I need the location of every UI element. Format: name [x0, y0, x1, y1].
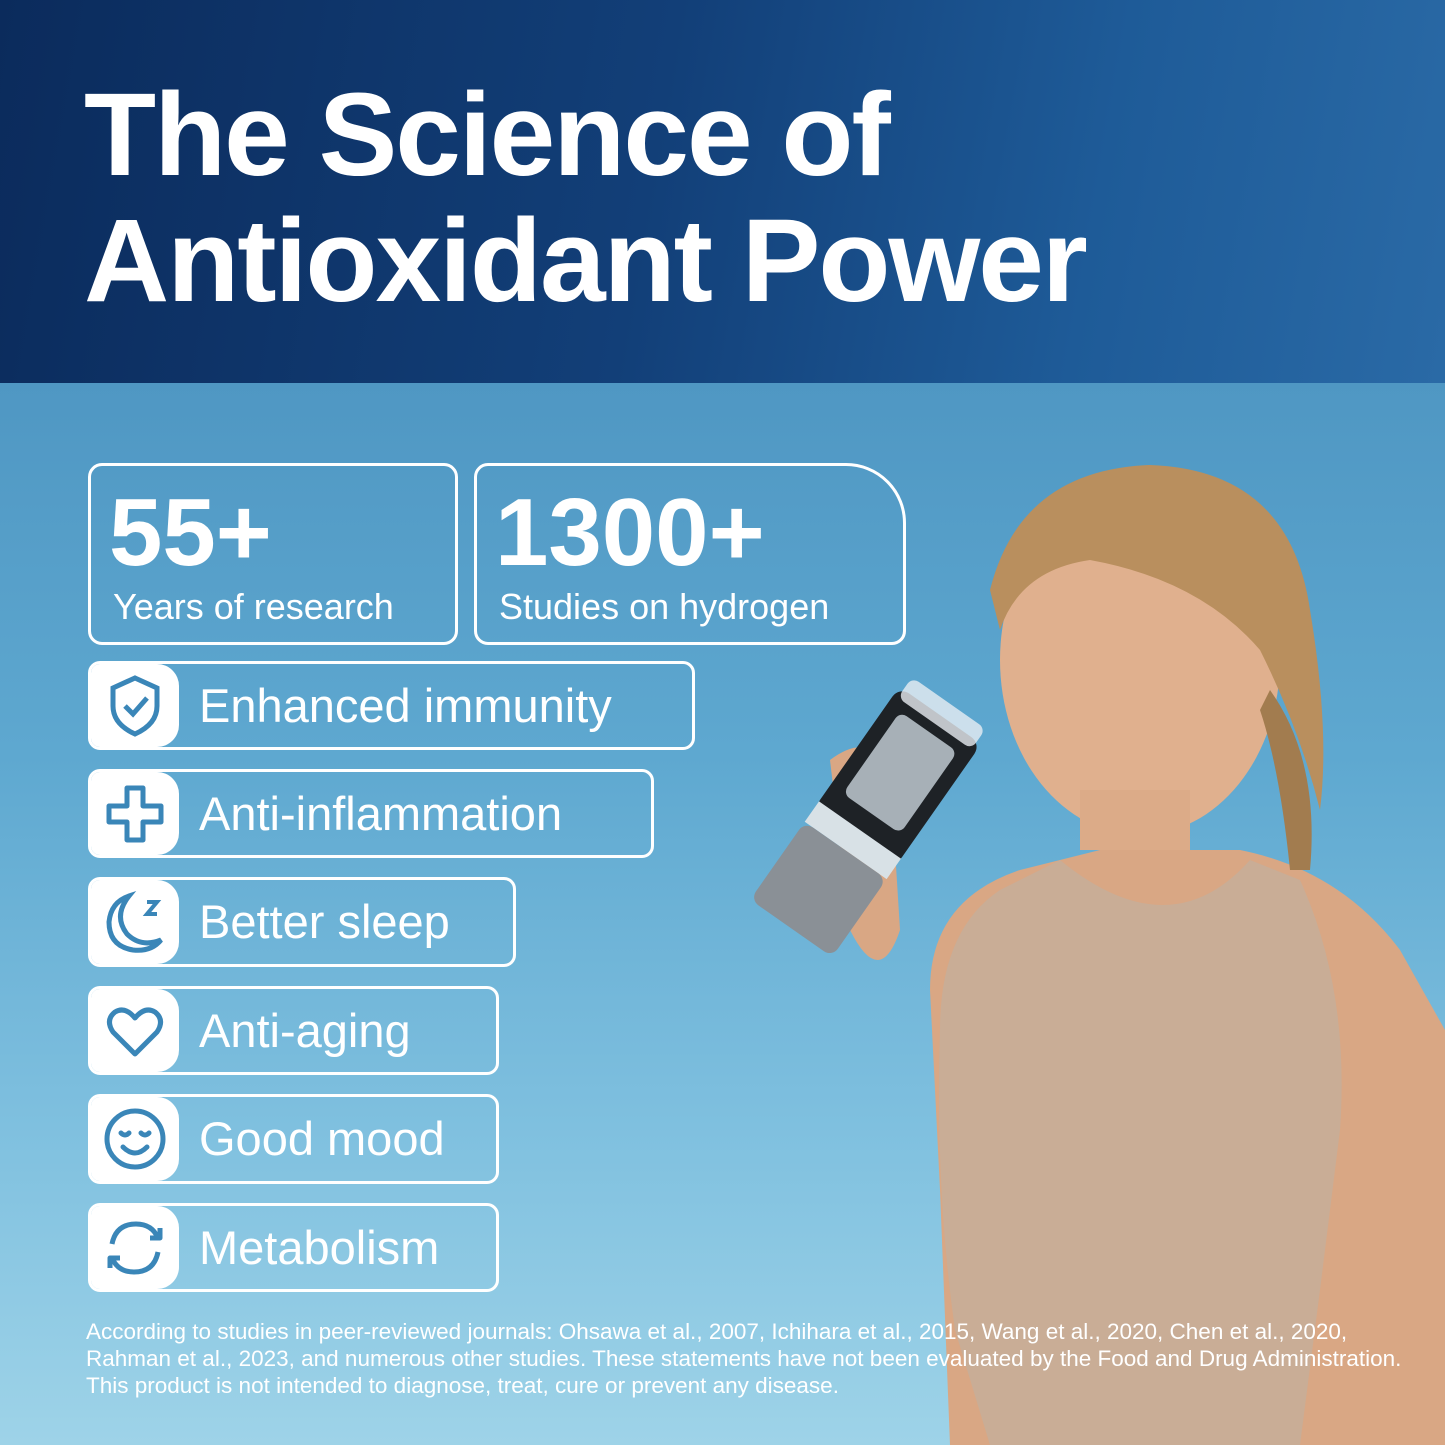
- stat-value: 1300+: [495, 479, 765, 586]
- feature-good-mood: Good mood: [88, 1094, 499, 1184]
- stat-label: Studies on hydrogen: [499, 586, 830, 627]
- title-line-1: The Science of: [84, 69, 891, 201]
- refresh-cycle-icon: [107, 1220, 163, 1275]
- stat-value: 55+: [109, 479, 272, 586]
- feature-better-sleep: Better sleep: [88, 877, 516, 967]
- moon-sleep-icon: [106, 890, 163, 953]
- heart-icon: [107, 1007, 163, 1056]
- stat-label: Years of research: [113, 586, 394, 627]
- feature-label: Enhanced immunity: [199, 679, 612, 732]
- feature-label: Anti-inflammation: [199, 787, 563, 840]
- header-banner: The Science of Antioxidant Power: [0, 0, 1445, 383]
- feature-label: Better sleep: [199, 895, 450, 948]
- woman-drinking-bottle-photo: [754, 465, 1445, 1445]
- disclaimer-text: According to studies in peer-reviewed jo…: [86, 1319, 1402, 1398]
- feature-enhanced-immunity: Enhanced immunity: [88, 661, 695, 750]
- smile-face-icon: [104, 1108, 166, 1170]
- feature-label: Anti-aging: [199, 1004, 411, 1057]
- medical-cross-icon: [106, 785, 164, 842]
- feature-label: Good mood: [199, 1112, 445, 1165]
- title-line-2: Antioxidant Power: [84, 195, 1088, 327]
- feature-metabolism: Metabolism: [88, 1203, 499, 1292]
- page-title: The Science of Antioxidant Power: [84, 69, 1088, 327]
- stat-card-studies: 1300+ Studies on hydrogen: [474, 463, 906, 645]
- feature-anti-aging: Anti-aging: [88, 986, 499, 1075]
- shield-check-icon: [110, 674, 160, 737]
- feature-label: Metabolism: [199, 1221, 440, 1274]
- stat-card-years: 55+ Years of research: [88, 463, 458, 645]
- feature-anti-inflammation: Anti-inflammation: [88, 769, 654, 858]
